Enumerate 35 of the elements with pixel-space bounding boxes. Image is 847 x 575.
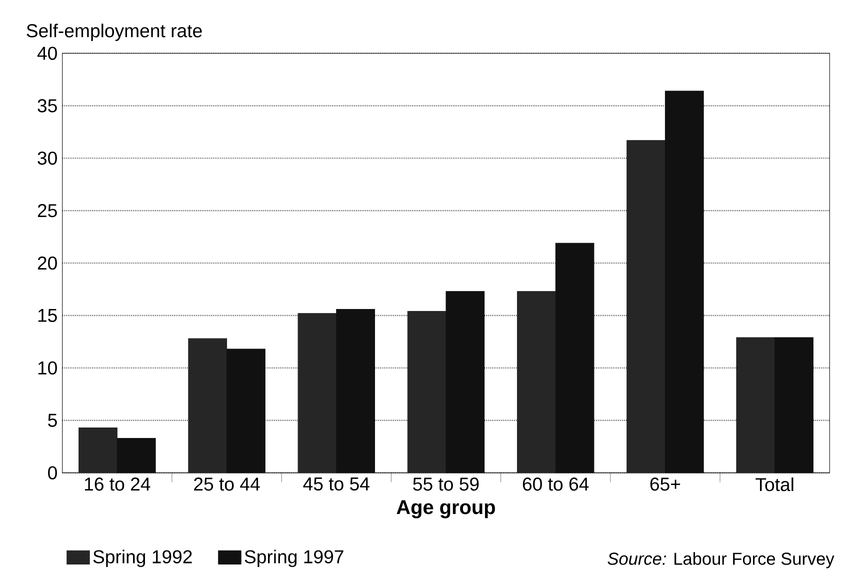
legend-label: Spring 1992: [93, 550, 192, 568]
bar: [336, 309, 375, 474]
bar: [116, 438, 156, 474]
y-tick-label: 15: [38, 309, 57, 322]
x-tick-label: 16 to 24: [84, 478, 150, 491]
bar: [736, 337, 776, 474]
x-axis-title: Age group: [396, 500, 495, 518]
y-tick-label: 30: [38, 152, 57, 165]
text: Source: Labour Force Survey: [608, 552, 834, 568]
bar: [188, 338, 228, 474]
y-tick-label: 10: [38, 361, 57, 375]
bar: [626, 140, 666, 474]
bar: [774, 337, 814, 474]
bar: [407, 311, 446, 474]
legend-label: Spring 1997: [244, 550, 344, 568]
x-tick-label: 45 to 54: [303, 478, 370, 491]
y-tick-label: 40: [37, 46, 57, 60]
bar: [516, 291, 556, 474]
y-tick-label: 25: [38, 204, 57, 218]
bar: [555, 242, 594, 474]
x-tick-label: 65+: [650, 478, 680, 491]
bar: [446, 291, 485, 474]
x-tick-label: 55 to 59: [413, 478, 479, 491]
y-tick-label: 5: [48, 414, 57, 427]
y-tick-label: 20: [38, 256, 57, 270]
bar: [298, 313, 337, 474]
y-axis-title: Self-employment rate: [26, 24, 202, 42]
x-tick-label: 25 to 44: [194, 478, 260, 491]
x-tick-label: Total: [756, 478, 794, 492]
y-tick-label: 0: [48, 466, 57, 480]
bar: [664, 90, 704, 474]
bar: [78, 428, 118, 474]
bar: [226, 348, 266, 474]
x-tick-label: 60 to 64: [522, 478, 589, 491]
y-tick-label: 35: [38, 99, 57, 112]
